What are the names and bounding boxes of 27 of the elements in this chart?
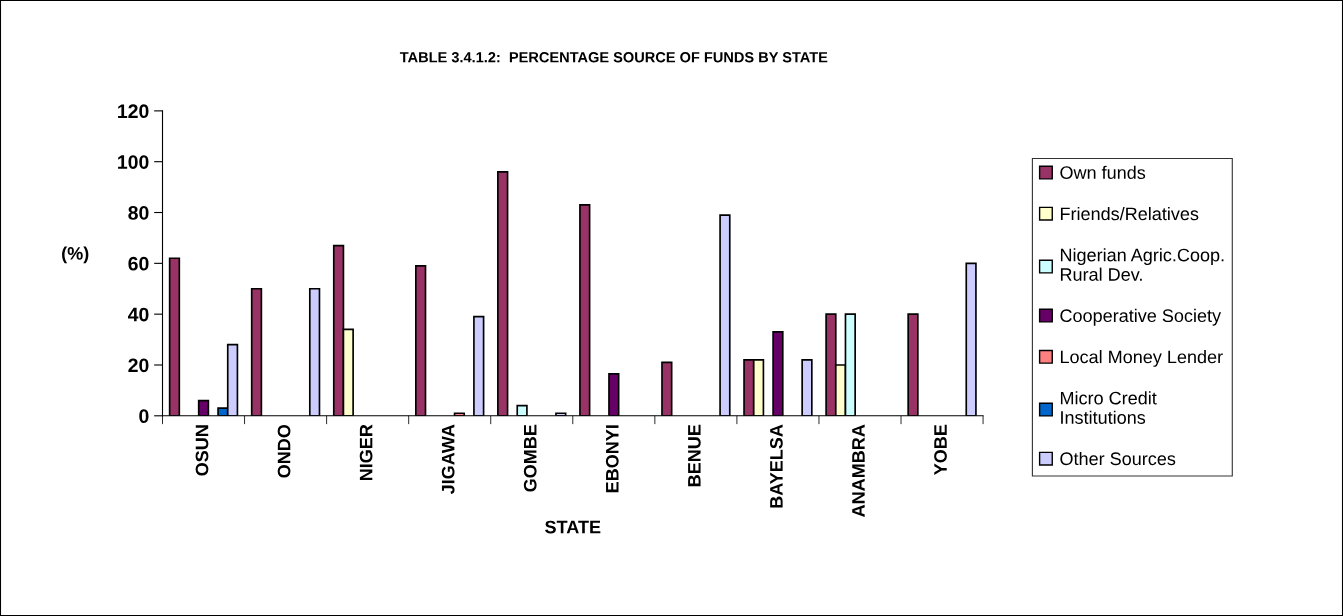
x-tick-label: EBONYI (605, 425, 619, 493)
x-tick-label: BENUE (688, 424, 701, 487)
y-tick-label: 40 (127, 307, 149, 322)
x-tick-label: GOMBE (523, 424, 537, 492)
legend-label: Friends/Relatives (1060, 206, 1199, 221)
x-tick-label: YOBE (934, 424, 947, 475)
x-tick-label: JIGAWA (441, 424, 455, 495)
x-tick-label: NIGER (359, 424, 373, 481)
x-tick-label: ONDO (277, 424, 291, 478)
x-tick-label: BAYELSA (769, 424, 783, 508)
legend-label: Local Money Lender (1060, 350, 1223, 367)
legend-label: Other Sources (1060, 451, 1176, 466)
legend-label: Micro Credit Institutions (1060, 391, 1157, 424)
chart-title: TABLE 3.4.1.2: PERCENTAGE SOURCE OF FUNDS BY STATE (399, 52, 828, 63)
legend-label: Nigerian Agric.Coop. Rural Dev. (1060, 248, 1224, 281)
y-tick-label: 60 (128, 256, 149, 271)
y-tick-label: 80 (128, 205, 149, 220)
legend-label: Cooperative Society (1060, 308, 1222, 326)
y-tick-label: 20 (128, 358, 149, 373)
y-tick-label: 120 (118, 104, 149, 119)
x-axis-title: STATE (545, 520, 601, 534)
legend-label: Own funds (1060, 165, 1146, 180)
y-tick-label: 0 (139, 409, 149, 424)
x-tick-label: OSUN (195, 425, 209, 476)
y-tick-label: 100 (118, 155, 149, 169)
y-axis-title: (%) (62, 246, 89, 264)
x-tick-label: ANAMBRA (852, 424, 865, 517)
